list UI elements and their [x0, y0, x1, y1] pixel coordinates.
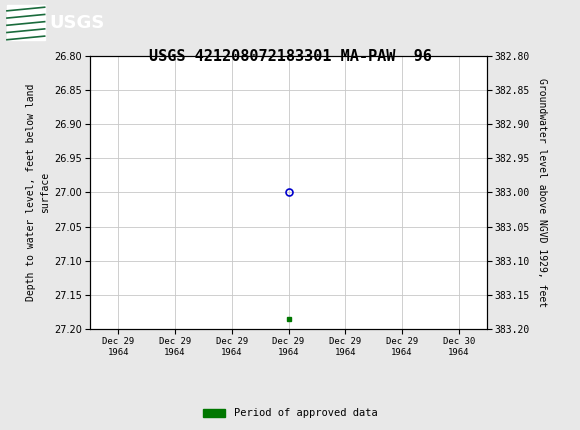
Bar	[7, 6, 45, 40]
Text: USGS 421208072183301 MA-PAW  96: USGS 421208072183301 MA-PAW 96	[148, 49, 432, 64]
Y-axis label: Depth to water level, feet below land
surface: Depth to water level, feet below land su…	[26, 84, 50, 301]
Y-axis label: Groundwater level above NGVD 1929, feet: Groundwater level above NGVD 1929, feet	[537, 78, 547, 307]
Text: USGS: USGS	[49, 14, 104, 31]
Legend: Period of approved data: Period of approved data	[198, 404, 382, 423]
